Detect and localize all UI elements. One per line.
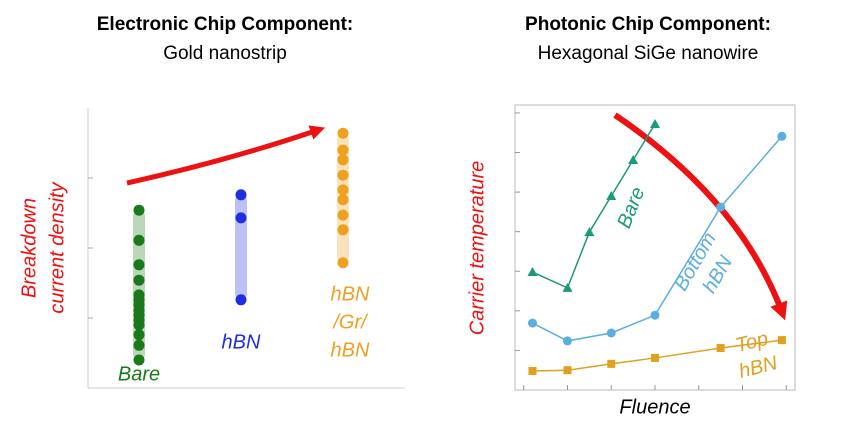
dot xyxy=(337,169,349,181)
chart-title: Photonic Chip Component: xyxy=(525,14,771,35)
series-line xyxy=(532,135,783,342)
marker xyxy=(650,119,660,128)
y-axis-label: Breakdown xyxy=(18,198,40,298)
category-label: hBN xyxy=(222,331,261,353)
dot xyxy=(235,212,247,224)
dot xyxy=(133,274,145,286)
y-axis-label: Carrier temperature xyxy=(466,161,488,336)
dot xyxy=(133,339,145,351)
dot xyxy=(337,257,349,269)
marker xyxy=(528,367,537,375)
dot xyxy=(337,209,349,221)
dot xyxy=(337,184,349,196)
marker xyxy=(777,131,787,141)
dot xyxy=(133,354,145,366)
marker xyxy=(628,155,639,165)
marker xyxy=(528,318,537,328)
marker xyxy=(651,353,659,362)
chart-title: Electronic Chip Component: xyxy=(97,14,354,35)
marker xyxy=(716,344,725,353)
chart-subtitle: Gold nanostrip xyxy=(163,43,287,64)
marker xyxy=(562,282,573,292)
dot xyxy=(133,259,145,271)
dot xyxy=(337,224,349,236)
marker xyxy=(584,227,595,237)
series-line xyxy=(532,339,782,372)
chart-subtitle: Hexagonal SiGe nanowire xyxy=(538,43,759,64)
dot xyxy=(235,294,247,306)
marker xyxy=(606,328,616,338)
category-label: /Gr/ xyxy=(331,311,369,333)
series-label: Bare xyxy=(613,184,649,231)
marker xyxy=(606,191,617,201)
dot xyxy=(337,127,349,139)
marker xyxy=(563,336,572,346)
dot xyxy=(337,154,349,166)
dot xyxy=(133,204,145,216)
marker xyxy=(716,202,726,212)
x-axis-label: Fluence xyxy=(619,396,690,418)
marker xyxy=(650,310,660,320)
dot xyxy=(133,234,145,246)
series-label: hBN xyxy=(737,352,781,383)
dot xyxy=(235,189,247,201)
y-axis-label: current density xyxy=(46,181,68,313)
category-label: hBN xyxy=(331,283,370,305)
dot xyxy=(337,194,349,206)
range-band xyxy=(235,194,247,300)
marker xyxy=(777,336,786,345)
trend-arrow xyxy=(126,125,326,186)
marker xyxy=(607,359,616,368)
category-label: Bare xyxy=(118,363,160,385)
marker xyxy=(527,267,538,277)
dot xyxy=(133,319,145,331)
series-label: Top xyxy=(733,328,770,357)
category-label: hBN xyxy=(331,339,370,361)
marker xyxy=(563,366,572,375)
series-line xyxy=(532,123,656,289)
dot xyxy=(337,144,349,156)
dot xyxy=(133,329,145,341)
